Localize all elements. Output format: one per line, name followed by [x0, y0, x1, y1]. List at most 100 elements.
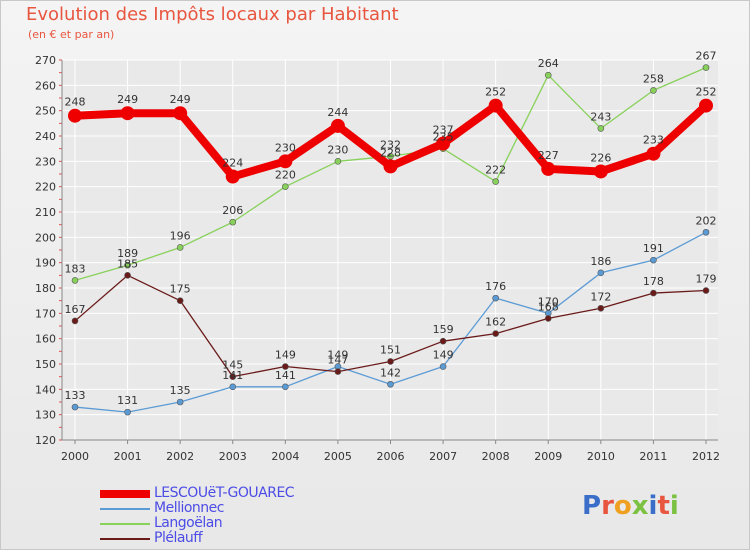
data-point — [597, 304, 605, 312]
y-tick-label: 140 — [35, 383, 56, 396]
data-point — [650, 289, 657, 297]
data-label: 147 — [327, 354, 348, 367]
data-label: 249 — [117, 93, 138, 106]
data-point — [282, 383, 289, 391]
x-tick-label: 2012 — [692, 450, 720, 463]
data-point — [492, 178, 499, 185]
x-tick-label: 2005 — [324, 450, 352, 463]
data-label: 168 — [538, 300, 559, 313]
x-tick-label: 2006 — [377, 450, 405, 463]
data-label: 142 — [380, 366, 401, 379]
y-tick-label: 160 — [35, 333, 56, 346]
data-label: 145 — [222, 359, 243, 372]
data-point — [492, 294, 499, 302]
data-point — [436, 136, 451, 151]
data-point — [229, 383, 237, 391]
data-label: 248 — [65, 96, 86, 109]
legend-label: Plélauff — [154, 530, 203, 546]
data-label: 258 — [643, 72, 664, 85]
data-label: 220 — [275, 169, 296, 182]
x-tick-label: 2004 — [271, 450, 299, 463]
data-point — [544, 315, 552, 322]
data-label: 224 — [222, 157, 243, 170]
y-tick-label: 190 — [35, 257, 56, 270]
data-label: 179 — [696, 273, 717, 286]
data-label: 141 — [275, 369, 296, 382]
data-point — [124, 261, 131, 269]
data-point — [650, 87, 657, 94]
x-tick-label: 2010 — [587, 450, 615, 463]
y-tick-label: 220 — [35, 181, 56, 194]
y-tick-label: 130 — [35, 409, 56, 422]
data-label: 176 — [485, 280, 506, 293]
data-point — [702, 228, 710, 236]
y-tick-label: 240 — [35, 130, 56, 143]
x-tick-label: 2003 — [219, 450, 247, 463]
data-point — [229, 218, 237, 226]
data-point — [282, 363, 289, 370]
data-label: 183 — [65, 262, 86, 275]
x-tick-label: 2001 — [114, 450, 142, 463]
data-label: 252 — [696, 86, 717, 99]
data-label: 149 — [327, 349, 348, 362]
data-point — [387, 380, 394, 388]
legend-swatch — [100, 538, 150, 540]
data-point — [71, 317, 79, 325]
data-label: 233 — [643, 134, 664, 147]
data-label: 191 — [643, 242, 664, 255]
data-label: 230 — [275, 141, 296, 154]
x-tick-label: 2009 — [534, 450, 562, 463]
data-point — [176, 297, 184, 304]
data-point — [330, 118, 345, 133]
legend-label: Langoëlan — [154, 515, 223, 531]
data-label: 267 — [696, 50, 717, 63]
x-tick-label: 2011 — [639, 450, 667, 463]
data-label: 228 — [380, 146, 401, 159]
data-point — [278, 154, 293, 169]
data-point — [68, 108, 82, 123]
data-label: 202 — [696, 214, 717, 227]
data-label: 235 — [433, 131, 454, 144]
x-tick-label: 2008 — [482, 450, 510, 463]
data-label: 167 — [65, 303, 86, 316]
logo-letter: P — [582, 491, 602, 521]
y-tick-label: 200 — [35, 231, 56, 244]
data-label: 131 — [117, 394, 138, 407]
data-label: 244 — [327, 106, 348, 119]
y-tick-label: 150 — [35, 358, 56, 371]
data-label: 264 — [538, 57, 559, 70]
data-point — [488, 98, 503, 113]
data-label: 159 — [433, 323, 454, 336]
data-point — [702, 287, 710, 294]
y-tick-label: 180 — [35, 282, 56, 295]
data-label: 133 — [65, 389, 86, 402]
data-point — [225, 169, 240, 184]
data-label: 185 — [117, 257, 138, 270]
legend-swatch — [100, 523, 150, 525]
legend-swatch — [100, 508, 150, 510]
logo-letter: r — [601, 491, 614, 521]
data-label: 230 — [327, 143, 348, 156]
legend: LESCOUëT-GOUAREC Mellionnec Langoëlan Pl… — [100, 485, 360, 546]
data-point — [544, 71, 552, 79]
data-point — [597, 269, 605, 277]
legend-item-lescouet-gouarec: LESCOUëT-GOUAREC — [100, 485, 360, 501]
data-label: 178 — [643, 275, 664, 288]
data-point — [334, 158, 342, 165]
data-label: 249 — [170, 93, 191, 106]
data-point — [173, 106, 188, 121]
line-chart: 120 130 140 150 160 170 180 190 200 210 220 230 240 2… — [35, 50, 720, 463]
data-point — [650, 256, 657, 264]
data-label: 149 — [433, 349, 454, 362]
y-tick-label: 270 — [35, 54, 56, 67]
data-label: 151 — [380, 343, 401, 356]
y-tick-label: 170 — [35, 307, 56, 320]
x-tick-label: 2002 — [166, 450, 194, 463]
data-label: 141 — [222, 369, 243, 382]
legend-item-mellionnec: Mellionnec — [100, 500, 360, 516]
chart-subtitle: (en € et par an) — [28, 28, 115, 41]
data-label: 172 — [590, 290, 611, 303]
data-label: 232 — [380, 138, 401, 151]
legend-item-langoelan: Langoëlan — [100, 515, 360, 531]
data-label: 170 — [538, 295, 559, 308]
